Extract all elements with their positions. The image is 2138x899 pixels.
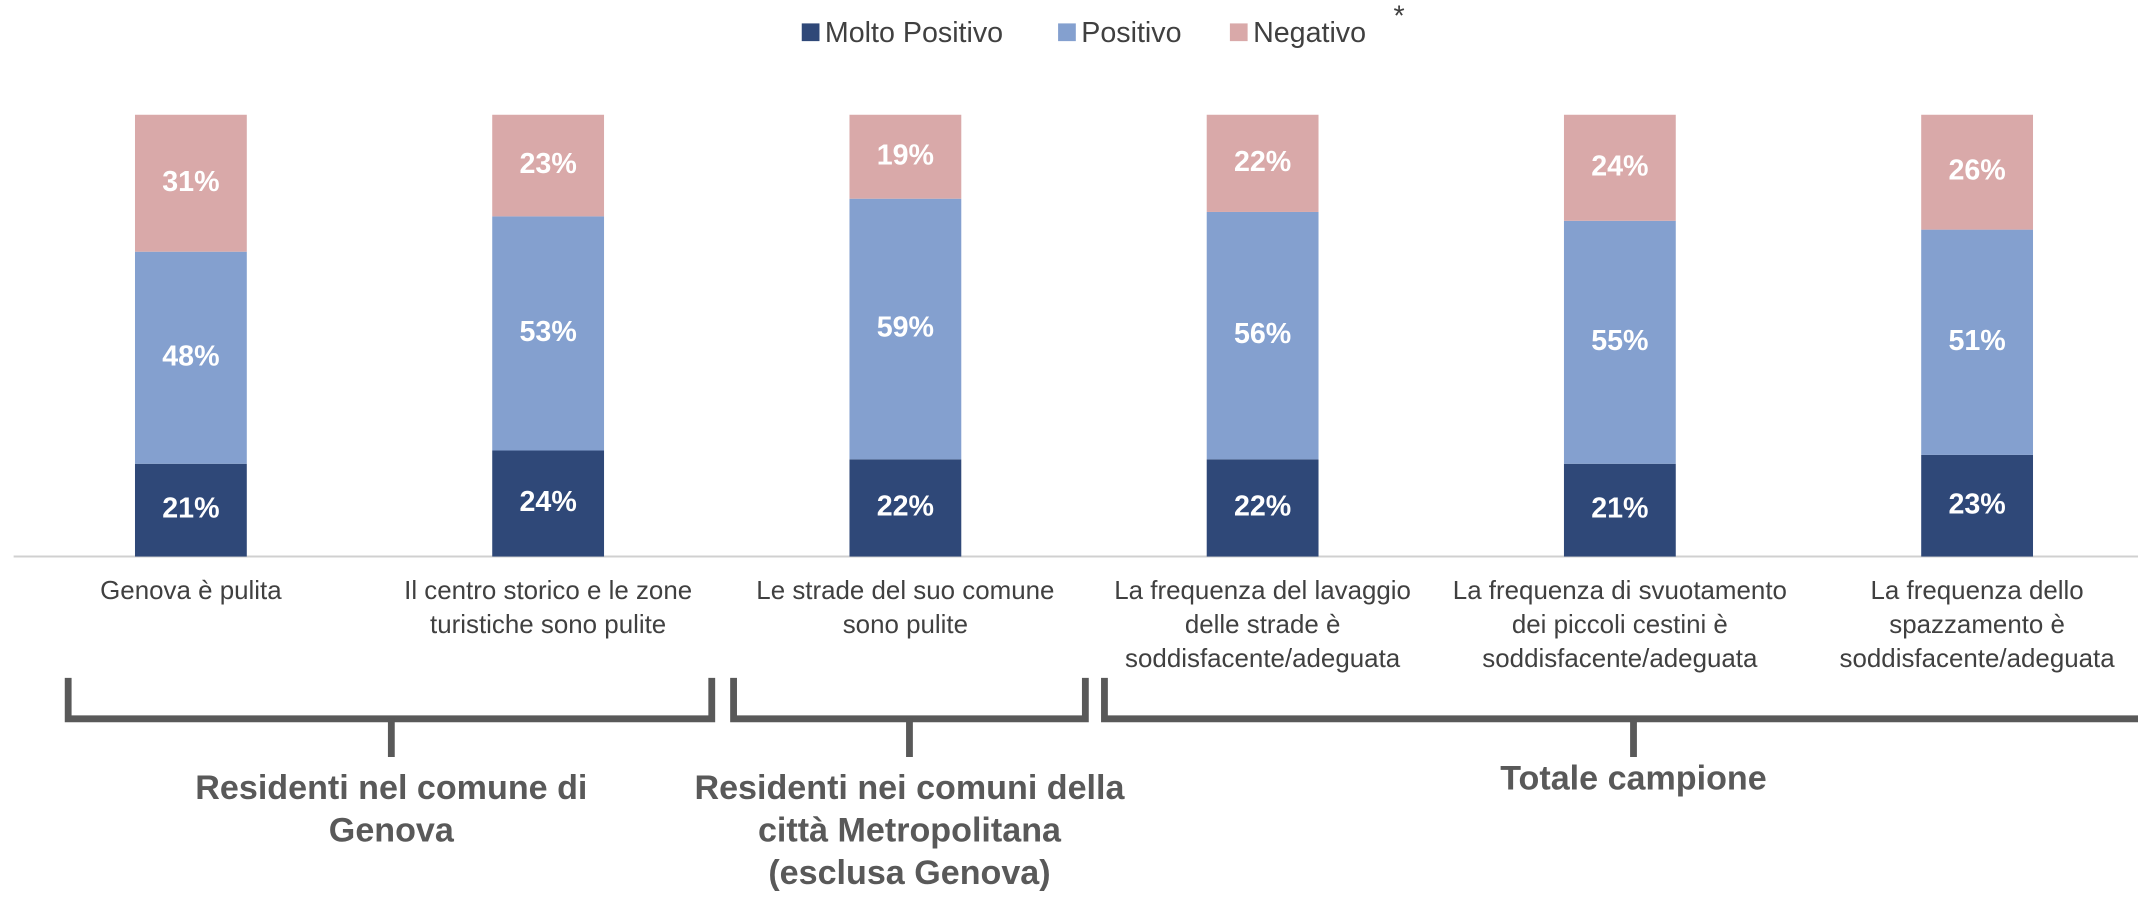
value-label: 23% — [519, 148, 576, 180]
value-label: 55% — [1591, 325, 1648, 357]
bar-segment — [1921, 114, 2034, 230]
x-tick-label: La frequenza del lavaggio delle strade è… — [1114, 576, 1411, 674]
value-label: 48% — [162, 340, 219, 372]
group-label: Residenti nei comuni della città Metropo… — [694, 769, 1125, 892]
bar-segment — [849, 198, 962, 460]
bar-segment — [492, 450, 605, 557]
legend-label: Negativo — [1253, 17, 1366, 49]
bar-segment — [134, 251, 247, 464]
value-label: 21% — [1591, 493, 1648, 525]
x-tick-label: Genova è pulita — [100, 576, 282, 606]
value-label: 59% — [877, 312, 934, 344]
value-label: 53% — [519, 316, 576, 348]
value-label: 22% — [1234, 491, 1291, 523]
x-tick-label-box: La frequenza del lavaggio delle strade è… — [1114, 576, 1411, 674]
group-label-box: Residenti nel comune di Genova — [195, 769, 588, 850]
bar-segment — [1206, 211, 1319, 460]
value-label: 22% — [877, 491, 934, 523]
value-label: 51% — [1948, 325, 2005, 357]
value-label: 22% — [1234, 146, 1291, 178]
legend-swatch — [801, 23, 820, 42]
value-label: 24% — [519, 486, 576, 518]
legend-swatch — [1229, 23, 1248, 42]
legend-label: Molto Positivo — [825, 17, 1003, 49]
bar-segment — [1563, 220, 1676, 464]
bar-segment — [1206, 114, 1319, 212]
group-label: Residenti nel comune di Genova — [195, 769, 588, 850]
legend-swatch — [1058, 23, 1076, 42]
x-tick-label: La frequenza dello spazzamento è soddisf… — [1839, 576, 2115, 674]
value-label: 19% — [877, 139, 934, 171]
bar-segment — [1563, 114, 1676, 221]
x-tick-label-box: Genova è pulita — [100, 576, 282, 606]
group-label-box: Residenti nei comuni della città Metropo… — [694, 769, 1125, 892]
x-tick-label-box: La frequenza dello spazzamento è soddisf… — [1839, 576, 2115, 674]
group-label-box: Totale campione — [1500, 759, 1767, 798]
value-label: 26% — [1948, 155, 2005, 187]
x-tick-label-box: La frequenza di svuotamento dei piccoli … — [1452, 576, 1787, 674]
bar-segment — [849, 459, 962, 557]
bar-segment — [134, 463, 247, 557]
value-label: 31% — [162, 166, 219, 198]
group-label: Totale campione — [1500, 759, 1767, 798]
bar-segment — [492, 216, 605, 451]
x-tick-label-box: Le strade del suo comune sono pulite — [756, 576, 1055, 640]
bar-segment — [1921, 229, 2034, 455]
x-tick-label-box: Il centro storico e le zone turistiche s… — [404, 576, 693, 640]
group-bracket — [1101, 677, 2138, 723]
bar-segment — [1206, 459, 1319, 557]
bar-segment — [134, 114, 247, 252]
x-tick-label: La frequenza di svuotamento dei piccoli … — [1452, 576, 1787, 674]
bar-segment — [1563, 463, 1676, 557]
bar-segment — [1921, 454, 2034, 557]
legend-label: Positivo — [1081, 17, 1181, 49]
value-label: 24% — [1591, 150, 1648, 182]
value-label: 56% — [1234, 318, 1291, 350]
value-label: 23% — [1948, 488, 2005, 520]
bar-segment — [492, 114, 605, 217]
value-label: 21% — [162, 493, 219, 525]
bar-segment — [849, 114, 962, 199]
legend-note: * — [1394, 1, 1405, 33]
x-tick-label: Il centro storico e le zone turistiche s… — [404, 576, 693, 640]
x-tick-label: Le strade del suo comune sono pulite — [756, 576, 1055, 640]
